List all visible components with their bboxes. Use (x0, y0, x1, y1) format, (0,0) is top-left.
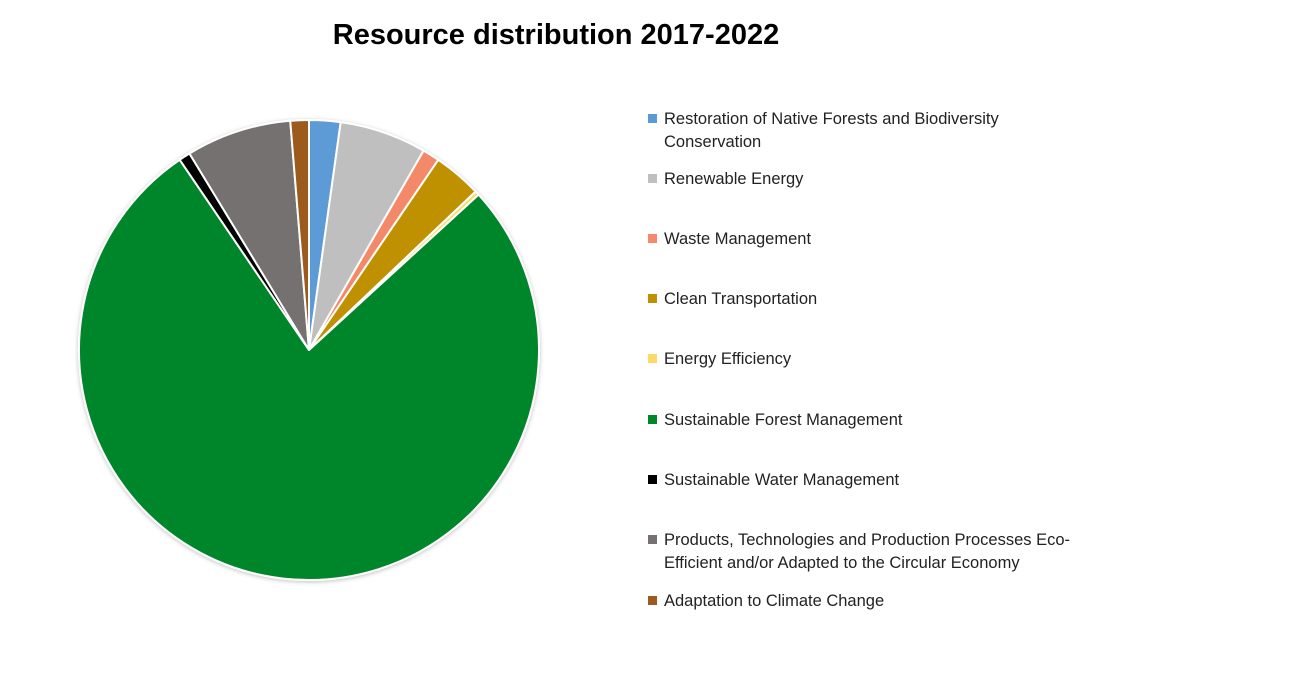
legend-item-3: Waste Management (648, 228, 1084, 251)
legend-swatch (648, 535, 657, 544)
legend-label-line: Adaptation to Climate Change (664, 592, 885, 610)
legend-swatch (648, 475, 657, 484)
legend-label-line: Waste Management (664, 230, 812, 248)
legend-label: Sustainable Forest Management (664, 409, 1084, 432)
legend-label: Renewable Energy (664, 168, 1084, 191)
legend-item-2: Renewable Energy (648, 168, 1084, 191)
legend-label-line: Sustainable Forest Management (664, 411, 903, 429)
legend-label-line: Clean Transportation (664, 290, 818, 308)
legend-label: Sustainable Water Management (664, 469, 1084, 492)
pie-slice-6 (78, 158, 540, 581)
legend-swatch (648, 354, 657, 363)
legend-swatch (648, 114, 657, 123)
legend-label-line: Energy Efficiency (664, 350, 792, 368)
legend-label: Products, Technologies and Production Pr… (664, 529, 1084, 575)
legend-swatch (648, 234, 657, 243)
legend-swatch (648, 174, 657, 183)
pie-slice-8 (188, 119, 310, 351)
legend-label-line: Sustainable Water Management (664, 471, 900, 489)
legend-swatch (648, 415, 657, 424)
legend-item-1: Restoration of Native Forests and Biodiv… (648, 108, 1084, 154)
legend-item-9: Adaptation to Climate Change (648, 590, 1084, 613)
legend-item-8: Products, Technologies and Production Pr… (648, 529, 1084, 575)
legend-item-5: Energy Efficiency (648, 348, 1084, 371)
legend-item-7: Sustainable Water Management (648, 469, 1084, 492)
legend-label-line: Conservation (664, 133, 762, 151)
chart-title: Resource distribution 2017-2022 (332, 19, 780, 51)
legend-label-line: Restoration of Native Forests and Biodiv… (664, 110, 999, 128)
legend-swatch (648, 294, 657, 303)
legend-label: Restoration of Native Forests and Biodiv… (664, 108, 1084, 154)
legend-item-4: Clean Transportation (648, 288, 1084, 311)
legend-label-line: Efficient and/or Adapted to the Circular… (664, 554, 1020, 572)
legend-label-line: Renewable Energy (664, 170, 804, 188)
legend-swatch (648, 596, 657, 605)
legend-label-line: Products, Technologies and Production Pr… (664, 531, 1071, 549)
legend-label: Energy Efficiency (664, 348, 1084, 371)
pie-slices (78, 119, 540, 581)
legend-label: Clean Transportation (664, 288, 1084, 311)
legend-label: Adaptation to Climate Change (664, 590, 1084, 613)
legend-label: Waste Management (664, 228, 1084, 251)
legend-item-6: Sustainable Forest Management (648, 409, 1084, 432)
pie-slice-9 (289, 119, 310, 351)
